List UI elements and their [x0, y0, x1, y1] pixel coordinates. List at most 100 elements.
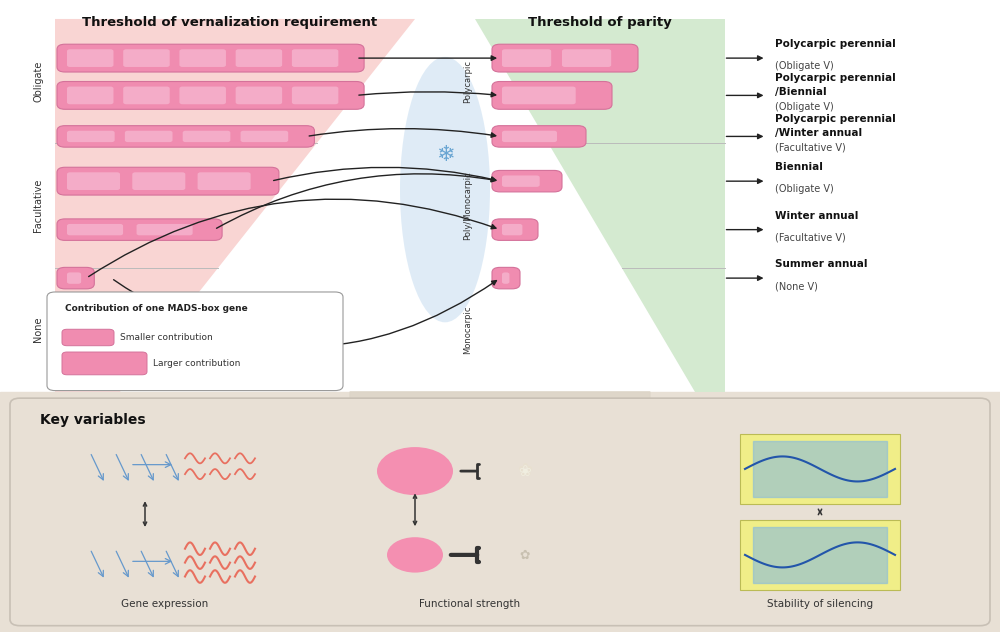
Text: Key variables: Key variables: [40, 413, 146, 427]
Text: ✿: ✿: [517, 462, 533, 480]
Text: Winter annual: Winter annual: [775, 210, 858, 221]
FancyBboxPatch shape: [502, 49, 551, 67]
Text: None: None: [33, 317, 43, 343]
FancyBboxPatch shape: [183, 131, 230, 142]
Text: (Obligate V): (Obligate V): [775, 102, 834, 112]
Text: ✿: ✿: [520, 549, 530, 561]
Text: Polycarpic perennial: Polycarpic perennial: [775, 73, 896, 83]
FancyBboxPatch shape: [492, 126, 586, 147]
Polygon shape: [475, 19, 725, 392]
Polygon shape: [230, 392, 770, 619]
FancyBboxPatch shape: [10, 398, 990, 626]
FancyBboxPatch shape: [502, 272, 509, 284]
Text: /Winter annual: /Winter annual: [775, 128, 862, 138]
Text: (Obligate V): (Obligate V): [775, 185, 834, 195]
FancyBboxPatch shape: [241, 131, 288, 142]
Text: Polycarpic perennial: Polycarpic perennial: [775, 114, 896, 124]
Text: Smaller contribution: Smaller contribution: [120, 333, 213, 342]
FancyArrowPatch shape: [726, 134, 762, 138]
Circle shape: [377, 447, 453, 495]
FancyBboxPatch shape: [67, 87, 113, 104]
FancyBboxPatch shape: [57, 267, 94, 289]
Text: (Facultative V): (Facultative V): [775, 143, 846, 153]
FancyArrowPatch shape: [726, 179, 762, 183]
Text: Obligate: Obligate: [33, 61, 43, 102]
FancyArrowPatch shape: [274, 167, 496, 181]
FancyBboxPatch shape: [62, 352, 147, 375]
FancyBboxPatch shape: [67, 224, 123, 235]
FancyBboxPatch shape: [492, 267, 520, 289]
FancyBboxPatch shape: [292, 49, 338, 67]
Text: Monocarpic: Monocarpic: [464, 305, 473, 354]
FancyBboxPatch shape: [57, 126, 314, 147]
Text: ❄: ❄: [436, 145, 454, 165]
Bar: [753, 527, 887, 583]
Text: Biennial: Biennial: [775, 162, 823, 173]
FancyBboxPatch shape: [67, 173, 120, 190]
FancyBboxPatch shape: [57, 167, 279, 195]
FancyBboxPatch shape: [123, 87, 170, 104]
FancyArrowPatch shape: [726, 93, 762, 97]
FancyBboxPatch shape: [125, 131, 173, 142]
FancyBboxPatch shape: [492, 44, 638, 72]
FancyBboxPatch shape: [740, 434, 900, 504]
FancyBboxPatch shape: [179, 87, 226, 104]
FancyBboxPatch shape: [57, 82, 364, 109]
Text: Poly/Monocarpic: Poly/Monocarpic: [464, 171, 473, 240]
Bar: [753, 441, 887, 497]
FancyBboxPatch shape: [198, 173, 251, 190]
Ellipse shape: [400, 57, 490, 322]
FancyBboxPatch shape: [236, 49, 282, 67]
FancyBboxPatch shape: [562, 49, 611, 67]
FancyBboxPatch shape: [47, 292, 343, 391]
Polygon shape: [55, 19, 415, 392]
FancyArrowPatch shape: [217, 174, 496, 228]
Text: Facultative: Facultative: [33, 179, 43, 232]
FancyBboxPatch shape: [67, 49, 113, 67]
FancyBboxPatch shape: [492, 82, 612, 109]
FancyBboxPatch shape: [137, 224, 193, 235]
FancyBboxPatch shape: [740, 520, 900, 590]
Text: (Facultative V): (Facultative V): [775, 233, 846, 243]
FancyArrowPatch shape: [89, 199, 496, 277]
Text: (Obligate V): (Obligate V): [775, 61, 834, 71]
FancyBboxPatch shape: [492, 171, 562, 192]
FancyArrowPatch shape: [726, 56, 762, 60]
FancyBboxPatch shape: [179, 49, 226, 67]
FancyBboxPatch shape: [132, 173, 185, 190]
Text: /Biennial: /Biennial: [775, 87, 827, 97]
FancyArrowPatch shape: [114, 280, 496, 346]
FancyBboxPatch shape: [502, 224, 522, 235]
Circle shape: [387, 537, 443, 573]
Bar: [0, 392, 1000, 632]
Text: ❀: ❀: [519, 464, 531, 478]
FancyBboxPatch shape: [123, 49, 170, 67]
Bar: [0, 19, 1000, 392]
FancyArrowPatch shape: [309, 129, 496, 137]
Text: Summer annual: Summer annual: [775, 259, 868, 269]
FancyArrowPatch shape: [726, 228, 762, 232]
Text: Threshold of parity: Threshold of parity: [528, 16, 672, 29]
FancyBboxPatch shape: [67, 272, 81, 284]
FancyBboxPatch shape: [502, 176, 540, 187]
Text: Polycarpic perennial: Polycarpic perennial: [775, 39, 896, 49]
Text: Gene expression: Gene expression: [121, 599, 209, 609]
FancyArrowPatch shape: [359, 56, 496, 60]
Text: (None V): (None V): [775, 281, 818, 291]
Text: Larger contribution: Larger contribution: [153, 359, 240, 368]
FancyBboxPatch shape: [502, 87, 576, 104]
FancyBboxPatch shape: [62, 329, 114, 346]
FancyBboxPatch shape: [57, 219, 222, 240]
FancyArrowPatch shape: [359, 92, 496, 97]
Text: Threshold of vernalization requirement: Threshold of vernalization requirement: [82, 16, 378, 29]
FancyBboxPatch shape: [492, 219, 538, 240]
FancyArrowPatch shape: [726, 276, 762, 281]
FancyBboxPatch shape: [57, 44, 364, 72]
FancyBboxPatch shape: [67, 131, 115, 142]
Text: Polycarpic: Polycarpic: [464, 59, 473, 102]
FancyBboxPatch shape: [292, 87, 338, 104]
Text: Functional strength: Functional strength: [419, 599, 521, 609]
FancyBboxPatch shape: [236, 87, 282, 104]
FancyBboxPatch shape: [502, 131, 557, 142]
Text: Contribution of one MADS-box gene: Contribution of one MADS-box gene: [65, 304, 248, 313]
